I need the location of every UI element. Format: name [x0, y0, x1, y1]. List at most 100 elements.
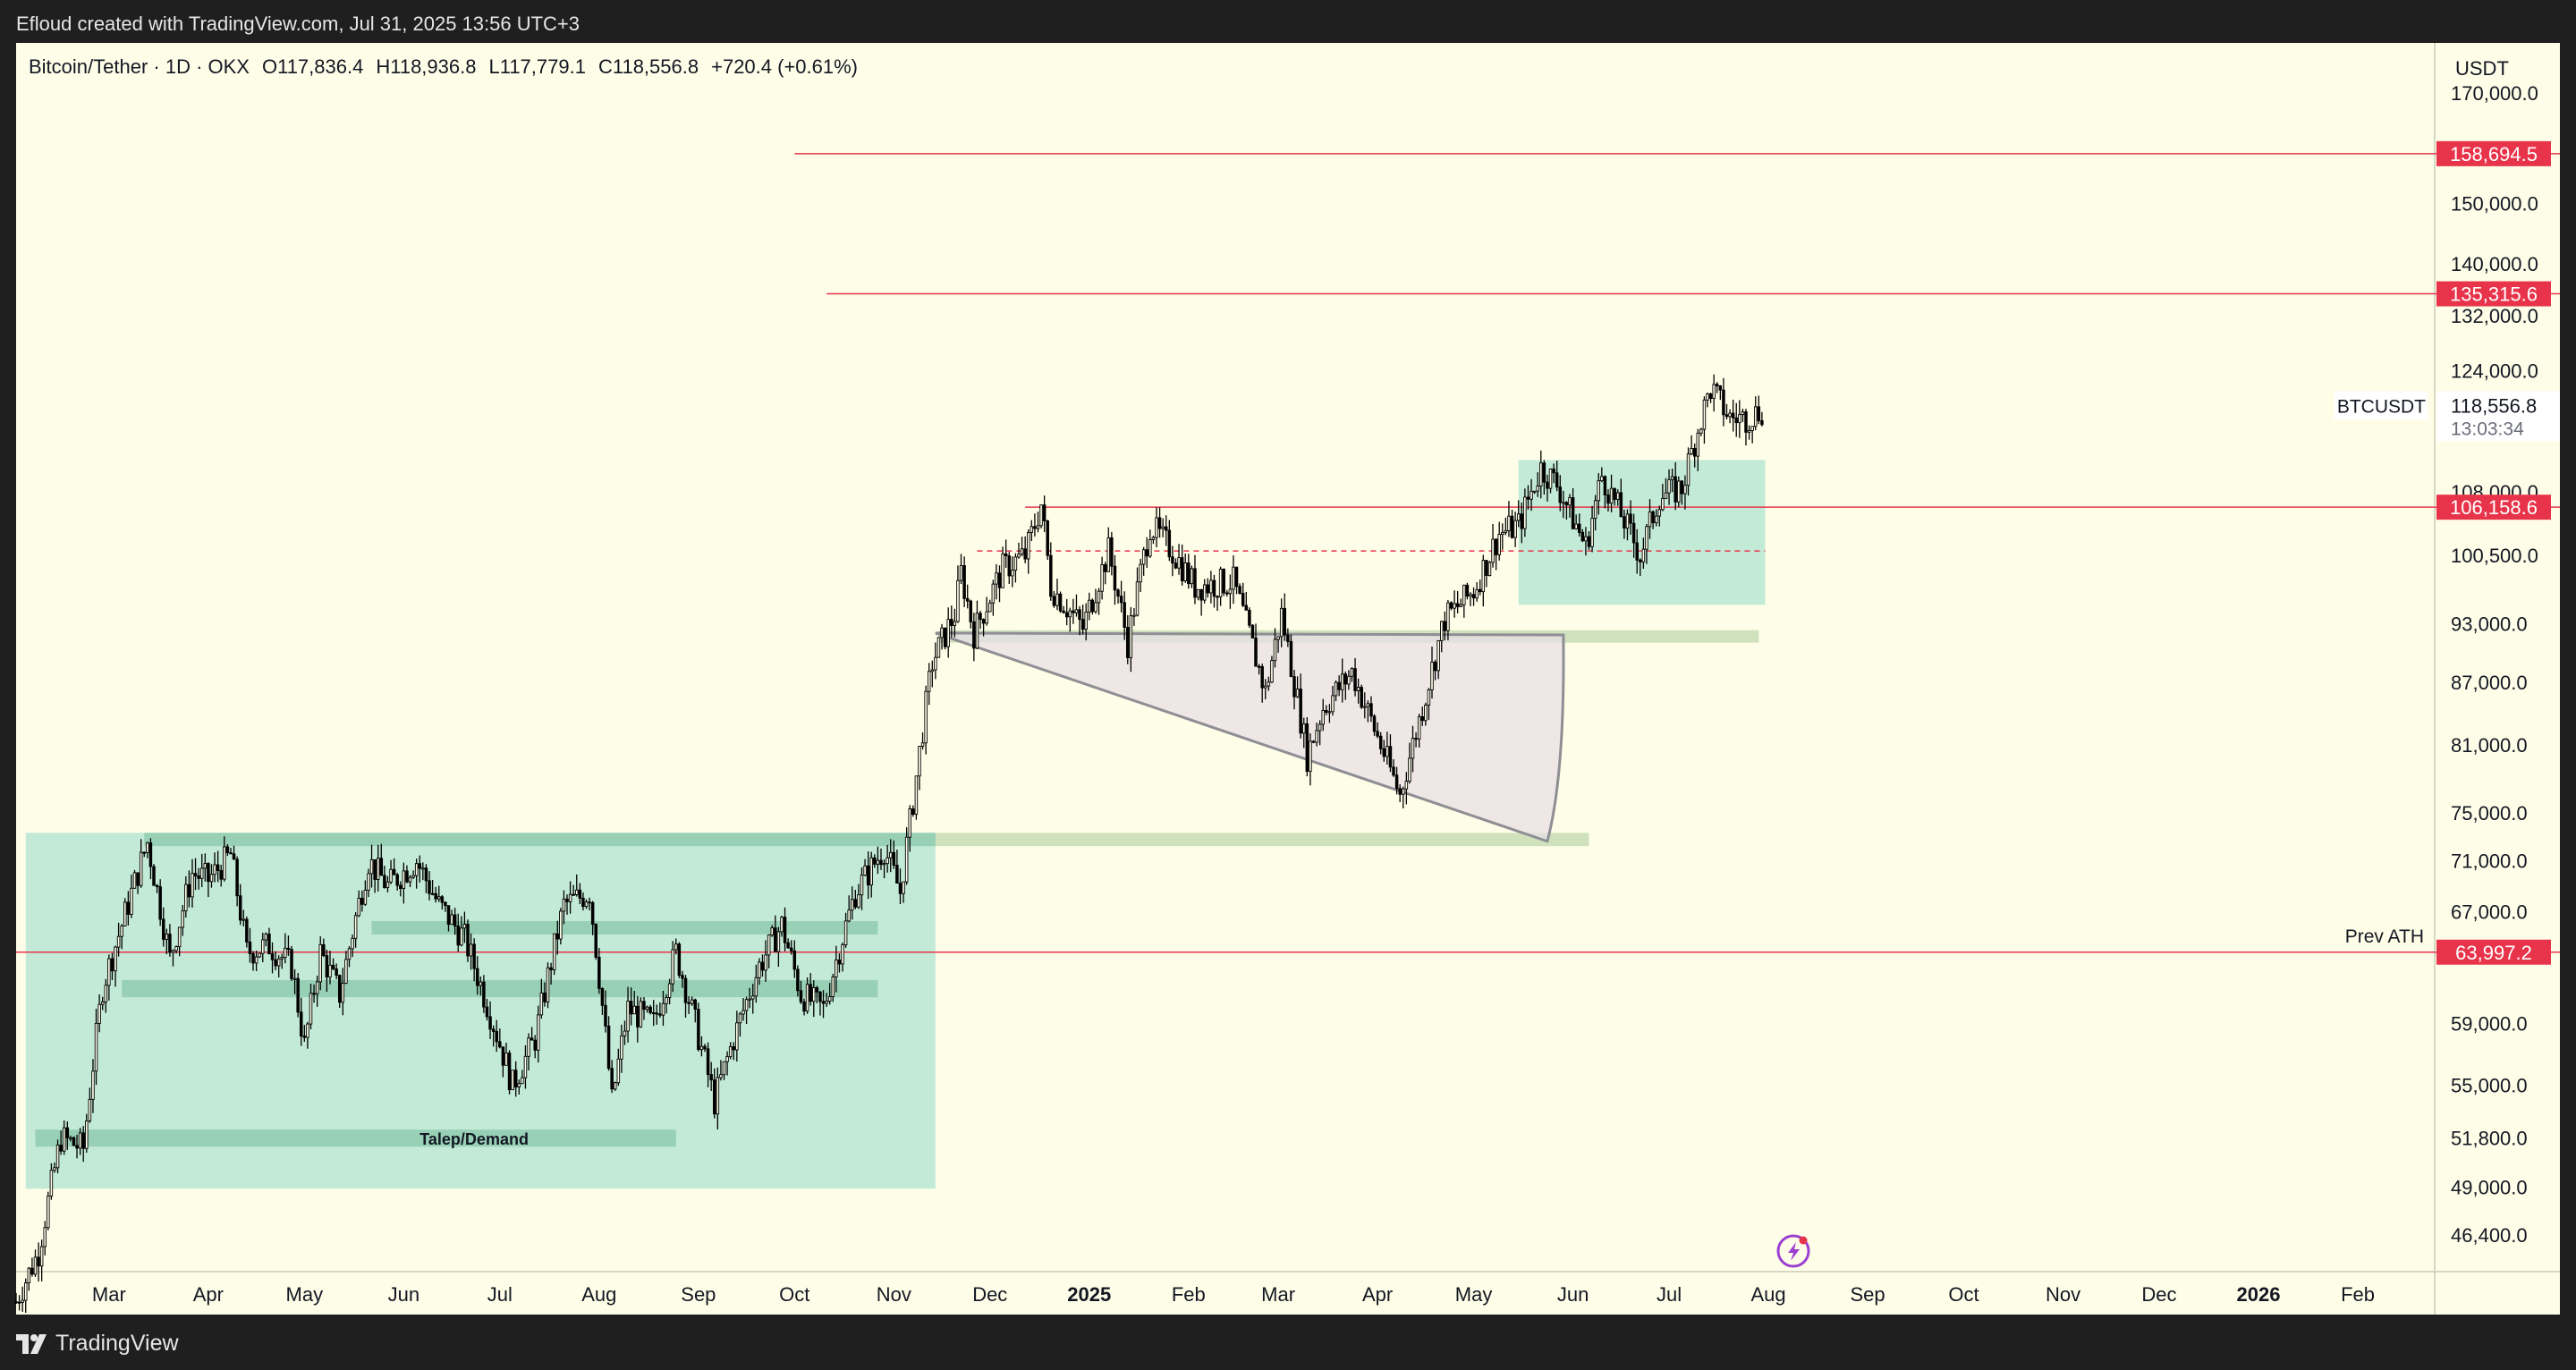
- currency-label[interactable]: USDT: [2455, 57, 2509, 80]
- candle-body: [1683, 485, 1687, 495]
- candle-body: [341, 982, 345, 1003]
- candle-body: [123, 901, 127, 926]
- candle-body: [1350, 668, 1354, 677]
- candle-body: [1222, 569, 1225, 594]
- candle-body: [466, 924, 470, 957]
- price-axis-pane[interactable]: [2435, 43, 2560, 1272]
- candle-body: [1097, 590, 1101, 604]
- candle-body: [1446, 602, 1450, 631]
- candle-body: [703, 1045, 707, 1050]
- candle-body: [1706, 393, 1709, 401]
- candle-body: [546, 967, 550, 1002]
- candle-body: [197, 875, 200, 879]
- candle-body: [1670, 476, 1674, 480]
- candle-body: [428, 880, 431, 894]
- candle-body: [270, 953, 275, 960]
- brand-name: TradingView: [55, 1331, 179, 1356]
- candle-body: [1353, 668, 1357, 691]
- candle-body: [1408, 757, 1411, 782]
- candle-body: [1497, 534, 1501, 555]
- candle-body: [530, 1037, 534, 1041]
- time-axis-pane[interactable]: [16, 1272, 2560, 1315]
- zone-band: [35, 1129, 676, 1147]
- candle-body: [1424, 704, 1428, 722]
- candle-body: [491, 1028, 496, 1032]
- candle-body: [248, 941, 252, 954]
- candle-body: [1734, 417, 1738, 424]
- candle-body: [1155, 517, 1158, 538]
- time-tick-label: Nov: [877, 1283, 911, 1306]
- candle-body: [863, 865, 867, 876]
- candle-body: [1491, 538, 1495, 563]
- price-tick-label: 49,000.0: [2451, 1176, 2528, 1198]
- candle-body: [155, 884, 159, 888]
- price-axis: 170,000.0 150,000.0 140,000.0 132,000.0 124,…: [2451, 82, 2538, 1247]
- level-price-tag: [2436, 495, 2551, 520]
- candle-body: [812, 987, 816, 1002]
- candle-body: [1212, 579, 1216, 597]
- candle-body: [1724, 414, 1729, 418]
- candle-body: [1004, 553, 1008, 556]
- candle-body: [1174, 562, 1178, 569]
- candle-body: [1132, 614, 1136, 617]
- candle-body: [1571, 497, 1575, 529]
- candle-body: [1299, 689, 1302, 734]
- lightning-icon[interactable]: [1776, 1234, 1810, 1268]
- candle-body: [549, 967, 553, 970]
- candle-body: [1218, 569, 1223, 597]
- candle-body: [1064, 612, 1069, 618]
- candle-body: [1311, 740, 1316, 743]
- candle-body: [158, 886, 162, 920]
- candle-body: [969, 600, 973, 622]
- candle-body: [1052, 596, 1056, 606]
- candle-body: [725, 1056, 729, 1062]
- price-chart[interactable]: Talep/Demand 170,000.0 150,000.0 140,000.0…: [0, 0, 2576, 1315]
- candle-body: [1318, 723, 1322, 732]
- candle-body: [1216, 596, 1219, 598]
- candle-body: [507, 1053, 512, 1091]
- candle-body: [1692, 448, 1697, 457]
- candle-body: [421, 867, 425, 870]
- candle-body: [1180, 557, 1184, 581]
- candle-body: [181, 910, 184, 928]
- candle-body: [1315, 730, 1318, 743]
- time-tick-label: Sep: [681, 1283, 716, 1306]
- candle-body: [1455, 603, 1460, 607]
- tradingview-logo[interactable]: TradingView: [16, 1331, 179, 1357]
- candle-body: [1049, 554, 1053, 597]
- candle-body: [1020, 548, 1024, 555]
- time-tick-label: Apr: [1362, 1283, 1393, 1306]
- candle-body: [1651, 511, 1655, 524]
- time-tick-label: Jun: [1557, 1283, 1589, 1306]
- candle-body: [821, 1001, 826, 1004]
- candle-body: [886, 857, 889, 865]
- time-tick-label: Jun: [388, 1283, 419, 1306]
- candle-body: [1139, 563, 1142, 583]
- candle-body: [1750, 426, 1754, 431]
- candle-body: [430, 892, 435, 895]
- candle-body: [1513, 520, 1517, 538]
- candle-body: [539, 992, 544, 1016]
- candle-body: [1590, 518, 1594, 547]
- price-tick-label: 81,000.0: [2451, 734, 2528, 757]
- candle-body: [965, 597, 970, 602]
- candle-body: [100, 1001, 105, 1005]
- candle-body: [184, 884, 188, 912]
- time-tick-label: Oct: [779, 1283, 809, 1306]
- candle-body: [604, 1004, 607, 1027]
- candle-body: [1078, 609, 1081, 621]
- candle-body: [1327, 711, 1332, 714]
- candle-body: [130, 887, 133, 915]
- candle-body: [460, 927, 463, 946]
- candle-body: [985, 611, 988, 624]
- candle-body: [1402, 788, 1405, 795]
- candle-body: [1439, 621, 1444, 641]
- symbol-info: Bitcoin/Tether · 1D · OKX: [29, 55, 250, 78]
- candle-body: [1167, 529, 1172, 558]
- candle-body: [171, 950, 175, 953]
- candle-body: [713, 1079, 716, 1115]
- candle-body: [981, 619, 986, 624]
- candle-body: [1635, 542, 1639, 561]
- candle-body: [146, 842, 149, 853]
- candle-body: [1325, 709, 1328, 713]
